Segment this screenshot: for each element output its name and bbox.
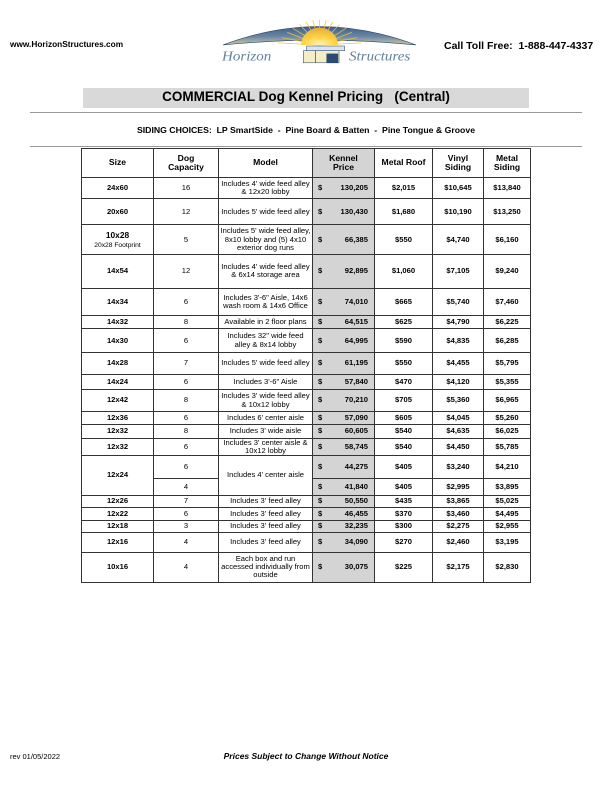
svg-text:Structures: Structures: [349, 49, 411, 65]
svg-text:Horizon: Horizon: [222, 49, 271, 65]
